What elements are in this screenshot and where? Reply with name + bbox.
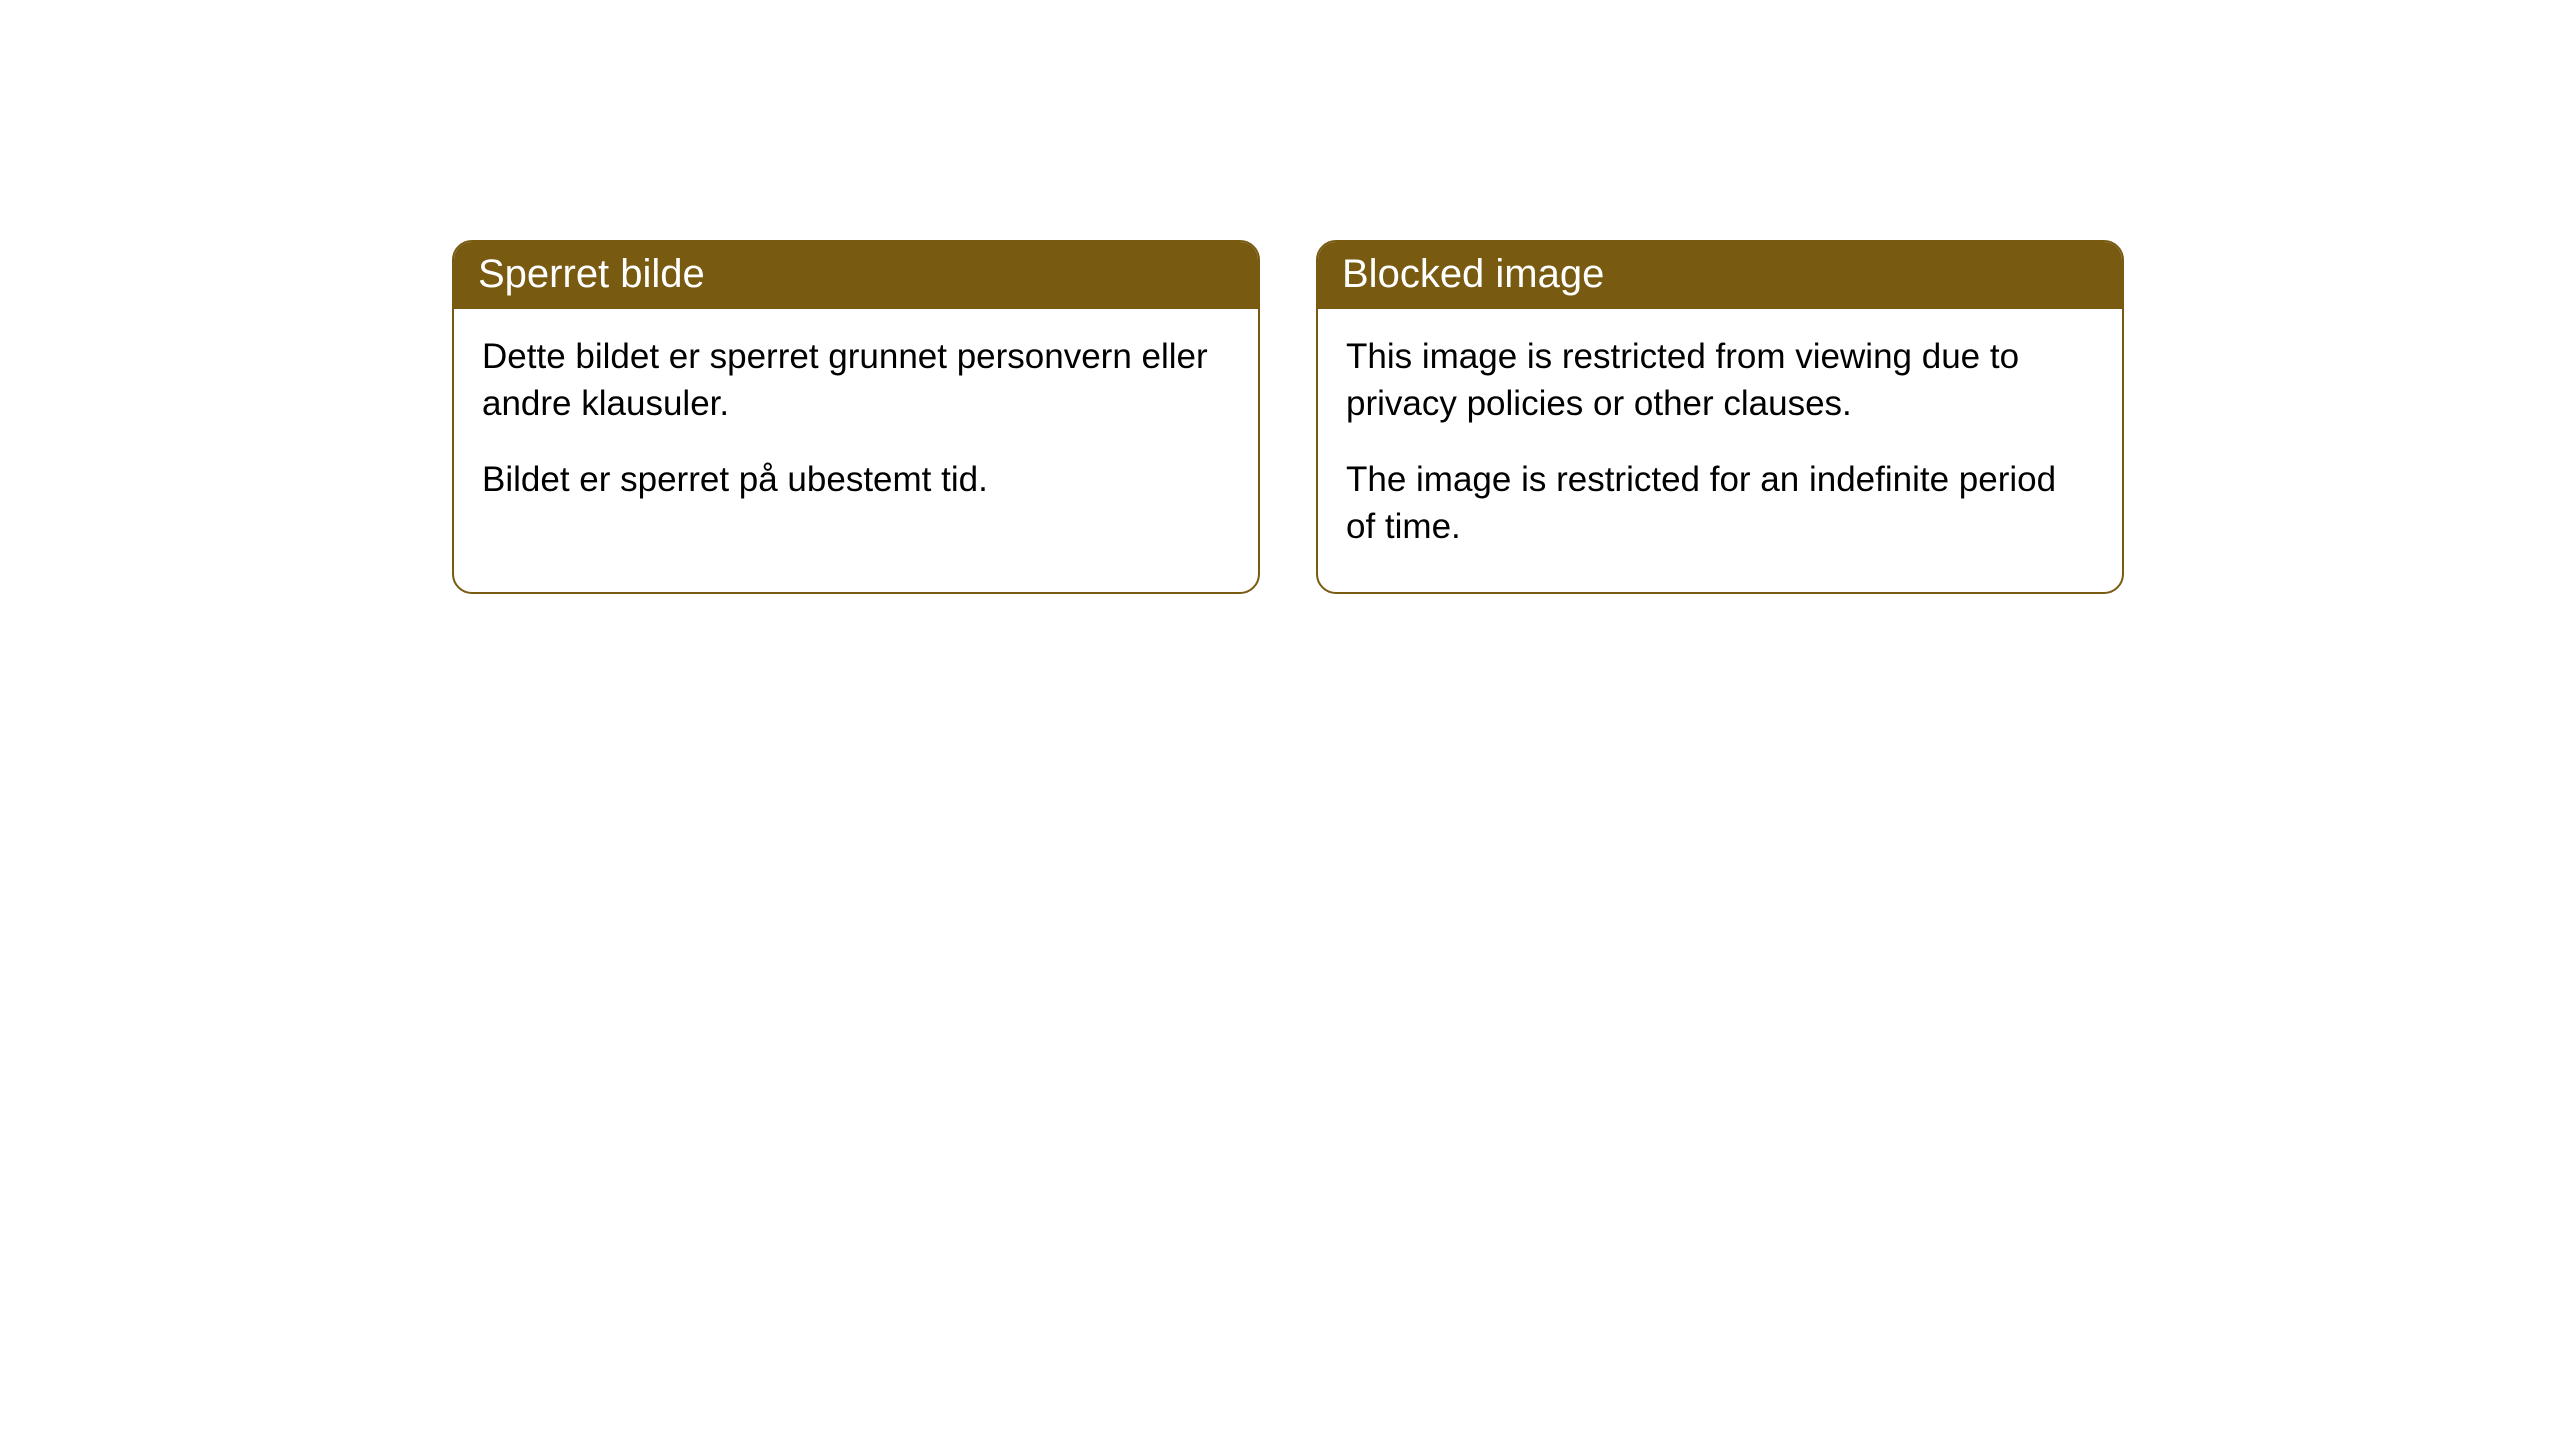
card-paragraph-1-norwegian: Dette bildet er sperret grunnet personve…: [482, 333, 1230, 428]
blocked-image-card-norwegian: Sperret bilde Dette bildet er sperret gr…: [452, 240, 1260, 594]
card-paragraph-2-norwegian: Bildet er sperret på ubestemt tid.: [482, 456, 1230, 503]
blocked-image-card-english: Blocked image This image is restricted f…: [1316, 240, 2124, 594]
card-header-english: Blocked image: [1318, 242, 2122, 309]
card-body-norwegian: Dette bildet er sperret grunnet personve…: [454, 309, 1258, 583]
card-header-norwegian: Sperret bilde: [454, 242, 1258, 309]
card-container: Sperret bilde Dette bildet er sperret gr…: [0, 0, 2560, 594]
card-paragraph-2-english: The image is restricted for an indefinit…: [1346, 456, 2094, 551]
card-body-english: This image is restricted from viewing du…: [1318, 309, 2122, 592]
card-paragraph-1-english: This image is restricted from viewing du…: [1346, 333, 2094, 428]
